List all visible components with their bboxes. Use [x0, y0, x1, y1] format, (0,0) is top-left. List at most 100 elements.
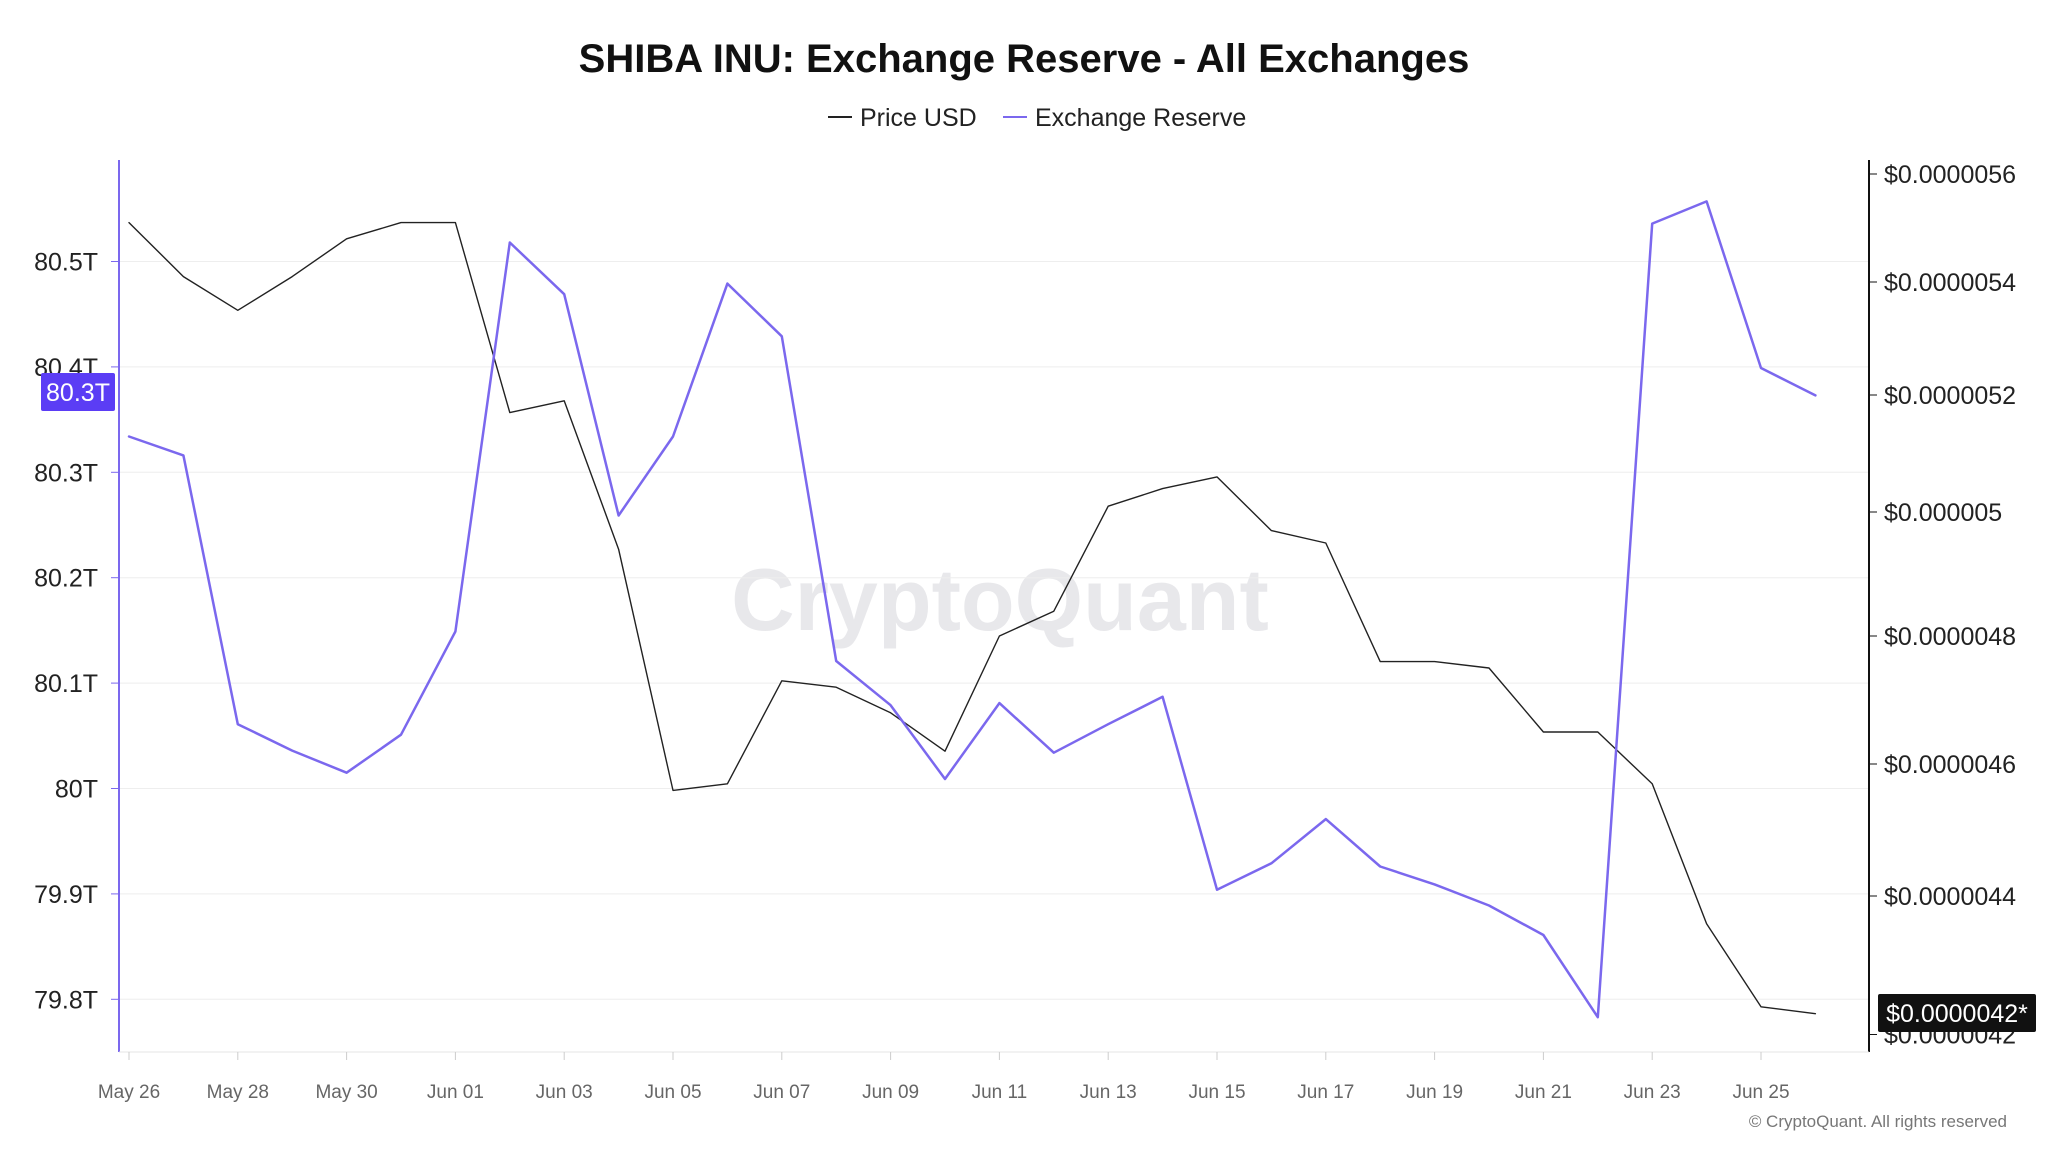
point-price-usd-15[interactable] — [942, 748, 948, 754]
point-exchange-reserve-17[interactable] — [1051, 750, 1057, 756]
point-exchange-reserve-14[interactable] — [888, 702, 894, 708]
point-price-usd-6[interactable] — [452, 220, 458, 226]
point-price-usd-18[interactable] — [1105, 503, 1111, 509]
point-price-usd-22[interactable] — [1323, 540, 1329, 546]
axes — [118, 160, 1870, 1053]
x-tick-label-8: Jun 11 — [972, 1082, 1028, 1103]
point-exchange-reserve-10[interactable] — [670, 433, 676, 439]
point-exchange-reserve-29[interactable] — [1704, 198, 1710, 204]
x-tick-label-7: Jun 09 — [862, 1082, 919, 1103]
left-badge-text: 80.3T — [46, 379, 110, 407]
point-price-usd-25[interactable] — [1486, 665, 1492, 671]
left-tick-label-1: 79.9T — [34, 881, 98, 909]
point-price-usd-19[interactable] — [1160, 486, 1166, 492]
right-axis-ticks: $0.0000042$0.0000044$0.0000046$0.0000048… — [1869, 161, 2016, 1050]
point-exchange-reserve-21[interactable] — [1268, 860, 1274, 866]
point-exchange-reserve-7[interactable] — [507, 240, 513, 246]
right-tick-label-2: $0.0000046 — [1884, 751, 2016, 779]
right-tick-label-5: $0.0000052 — [1884, 382, 2016, 410]
point-exchange-reserve-5[interactable] — [398, 732, 404, 738]
point-price-usd-16[interactable] — [996, 633, 1002, 639]
point-price-usd-3[interactable] — [289, 274, 295, 280]
point-exchange-reserve-13[interactable] — [833, 658, 839, 664]
legend-item-price[interactable]: Price USD — [828, 104, 977, 132]
point-exchange-reserve-22[interactable] — [1323, 816, 1329, 822]
point-price-usd-26[interactable] — [1540, 729, 1546, 735]
right-badge-text: $0.0000042* — [1886, 1000, 2028, 1028]
point-exchange-reserve-6[interactable] — [452, 628, 458, 634]
x-tick-label-3: Jun 01 — [427, 1082, 484, 1103]
point-price-usd-23[interactable] — [1377, 659, 1383, 665]
point-exchange-reserve-31[interactable] — [1812, 392, 1818, 398]
point-exchange-reserve-0[interactable] — [126, 433, 132, 439]
left-tick-label-4: 80.2T — [34, 565, 98, 593]
point-exchange-reserve-4[interactable] — [344, 770, 350, 776]
point-exchange-reserve-15[interactable] — [942, 776, 948, 782]
left-badge-bg — [41, 373, 115, 411]
point-exchange-reserve-9[interactable] — [616, 513, 622, 519]
right-tick-label-3: $0.0000048 — [1884, 623, 2016, 651]
x-tick-label-10: Jun 15 — [1188, 1082, 1245, 1103]
point-price-usd-31[interactable] — [1812, 1011, 1818, 1017]
right-badge: $0.0000042* — [1878, 994, 2036, 1032]
legend-item-reserve[interactable]: Exchange Reserve — [1003, 104, 1246, 132]
right-tick-label-1: $0.0000044 — [1884, 883, 2016, 911]
point-exchange-reserve-24[interactable] — [1432, 881, 1438, 887]
point-exchange-reserve-20[interactable] — [1214, 887, 1220, 893]
point-exchange-reserve-27[interactable] — [1595, 1014, 1601, 1020]
point-exchange-reserve-19[interactable] — [1160, 694, 1166, 700]
point-exchange-reserve-11[interactable] — [724, 281, 730, 287]
point-price-usd-21[interactable] — [1268, 528, 1274, 534]
point-price-usd-0[interactable] — [126, 220, 132, 226]
x-tick-label-6: Jun 07 — [753, 1082, 810, 1103]
point-price-usd-28[interactable] — [1649, 781, 1655, 787]
point-price-usd-2[interactable] — [235, 307, 241, 313]
point-price-usd-9[interactable] — [616, 546, 622, 552]
left-tick-label-2: 80T — [55, 776, 98, 804]
point-exchange-reserve-16[interactable] — [996, 700, 1002, 706]
x-tick-label-1: May 28 — [207, 1082, 269, 1103]
point-price-usd-7[interactable] — [507, 410, 513, 416]
point-price-usd-14[interactable] — [888, 710, 894, 716]
point-exchange-reserve-3[interactable] — [289, 748, 295, 754]
left-tick-label-0: 79.8T — [34, 986, 98, 1014]
point-exchange-reserve-30[interactable] — [1758, 365, 1764, 371]
x-tick-label-11: Jun 17 — [1297, 1082, 1354, 1103]
point-price-usd-27[interactable] — [1595, 729, 1601, 735]
point-price-usd-1[interactable] — [180, 274, 186, 280]
point-price-usd-17[interactable] — [1051, 608, 1057, 614]
point-price-usd-24[interactable] — [1432, 659, 1438, 665]
right-tick-label-4: $0.000005 — [1884, 499, 2002, 527]
point-exchange-reserve-28[interactable] — [1649, 221, 1655, 227]
point-price-usd-20[interactable] — [1214, 474, 1220, 480]
copyright: © CryptoQuant. All rights reserved — [1749, 1112, 2007, 1131]
point-exchange-reserve-23[interactable] — [1377, 863, 1383, 869]
point-price-usd-5[interactable] — [398, 220, 404, 226]
point-price-usd-29[interactable] — [1704, 921, 1710, 927]
point-price-usd-12[interactable] — [779, 678, 785, 684]
point-price-usd-30[interactable] — [1758, 1004, 1764, 1010]
point-exchange-reserve-25[interactable] — [1486, 902, 1492, 908]
point-price-usd-10[interactable] — [670, 787, 676, 793]
point-exchange-reserve-1[interactable] — [180, 452, 186, 458]
point-exchange-reserve-2[interactable] — [235, 721, 241, 727]
point-price-usd-11[interactable] — [724, 781, 730, 787]
left-tick-label-5: 80.3T — [34, 459, 98, 487]
point-price-usd-13[interactable] — [833, 684, 839, 690]
point-exchange-reserve-26[interactable] — [1540, 932, 1546, 938]
x-tick-label-12: Jun 19 — [1406, 1082, 1463, 1103]
point-price-usd-8[interactable] — [561, 398, 567, 404]
right-badge-bg — [1878, 994, 2036, 1032]
series-line-exchange-reserve — [127, 200, 1817, 1019]
point-price-usd-4[interactable] — [344, 236, 350, 242]
point-exchange-reserve-8[interactable] — [561, 291, 567, 297]
chart-title: SHIBA INU: Exchange Reserve - All Exchan… — [579, 37, 1470, 81]
point-exchange-reserve-12[interactable] — [779, 333, 785, 339]
left-tick-label-7: 80.5T — [34, 249, 98, 277]
x-tick-label-5: Jun 05 — [644, 1082, 701, 1103]
point-exchange-reserve-18[interactable] — [1105, 721, 1111, 727]
x-tick-label-4: Jun 03 — [536, 1082, 593, 1103]
series — [127, 200, 1817, 1019]
right-tick-label-6: $0.0000054 — [1884, 269, 2016, 297]
